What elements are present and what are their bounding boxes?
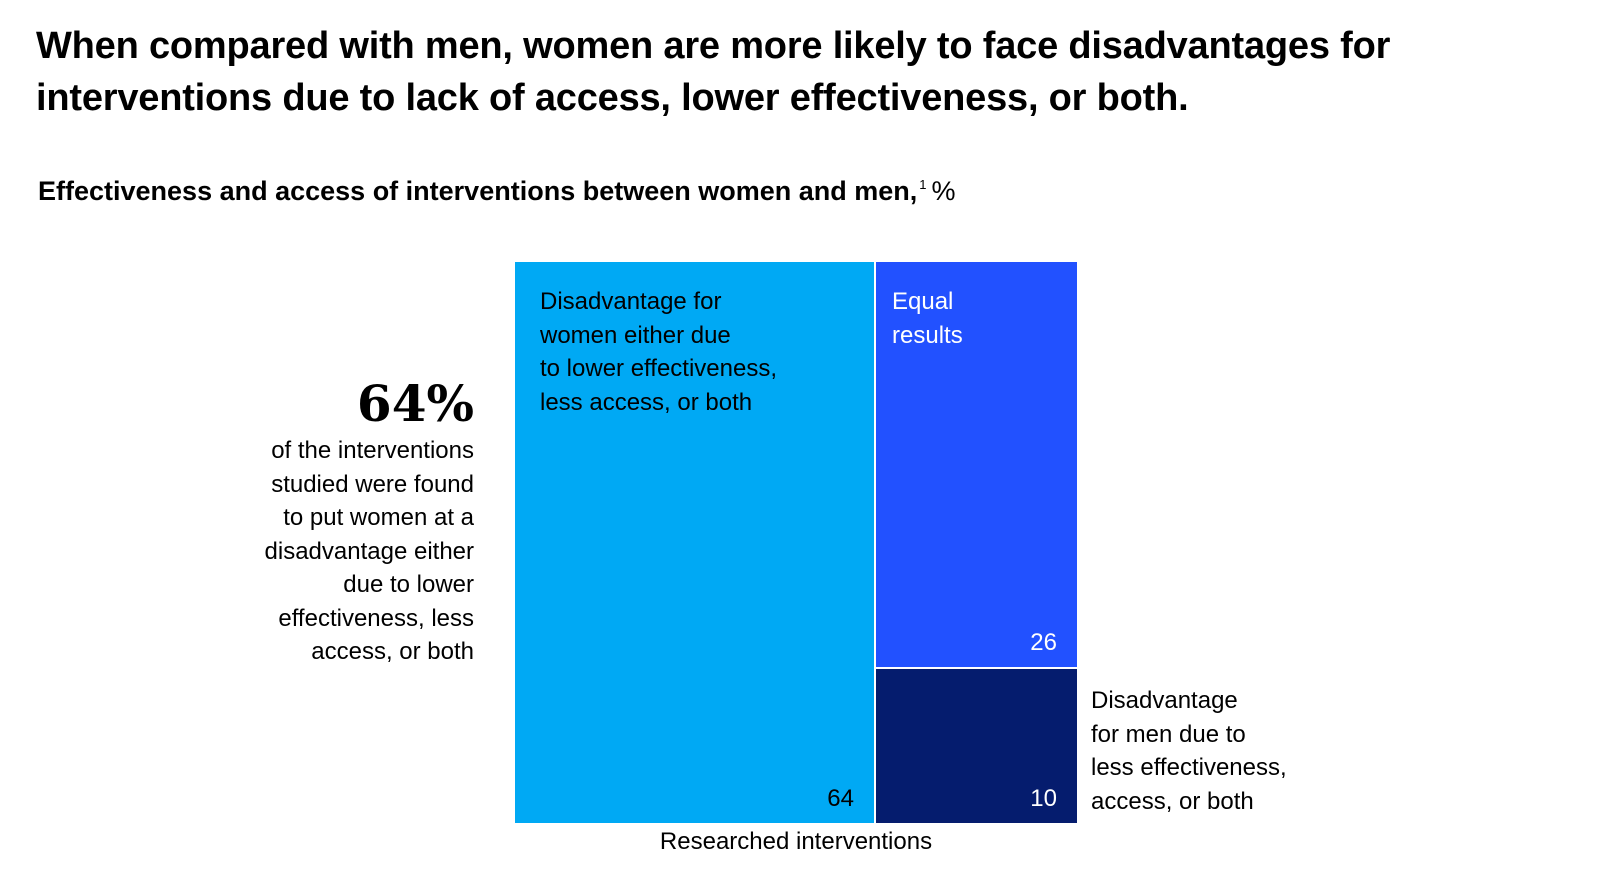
subtitle-text: Effectiveness and access of intervention… (38, 176, 918, 206)
segment-label-women-line-2: women either due (540, 321, 731, 349)
segment-label-women-line-4: less access, or both (540, 388, 753, 416)
callout-line-3: to put women at a (283, 504, 474, 531)
segment-label-equal: Equal results (892, 285, 963, 352)
value-label-men: 10 (1030, 785, 1057, 812)
callout-line-1: of the interventions (271, 437, 474, 464)
segment-label-men-line-4: access, or both (1091, 787, 1254, 815)
segment-label-women-line-3: to lower effectiveness, (540, 355, 778, 382)
x-axis-label: Researched interventions (659, 828, 933, 855)
segment-men (874, 667, 1079, 825)
segment-label-women: Disadvantage for women either due to lower… (540, 285, 777, 419)
callout-text: of the interventions studied were found … (214, 434, 474, 669)
segment-label-men-line-2: for men due to (1091, 720, 1246, 748)
title-line-1: When compared with men, women are more l… (36, 25, 1391, 67)
subtitle-footnote-marker: 1 (919, 177, 927, 192)
segment-label-men: Disadvantage for men due to less effective… (1091, 684, 1287, 818)
chart-subtitle: Effectiveness and access of intervention… (38, 176, 956, 207)
callout-line-6: effectiveness, less (278, 604, 474, 632)
callout-line-7: access, or both (311, 638, 474, 665)
callout-number: 64% (356, 374, 474, 433)
segment-label-men-line-1: Disadvantage (1091, 687, 1238, 714)
segment-label-equal-line-2: results (892, 321, 963, 349)
segment-label-equal-line-1: Equal (892, 288, 954, 315)
page-title: When compared with men, women are more l… (36, 20, 1576, 124)
segment-women (513, 260, 876, 825)
callout-line-2: studied were found (271, 470, 474, 498)
segment-label-women-line-1: Disadvantage for (540, 288, 722, 315)
subtitle-unit: % (931, 176, 956, 206)
callout-line-5: due to lower (343, 571, 474, 598)
value-label-equal: 26 (1030, 629, 1057, 656)
title-line-2: interventions due to lack of access, low… (36, 77, 1189, 119)
segment-label-men-line-3: less effectiveness, (1091, 754, 1287, 781)
callout-line-4: disadvantage either (264, 537, 474, 565)
value-label-women: 64 (827, 785, 854, 812)
